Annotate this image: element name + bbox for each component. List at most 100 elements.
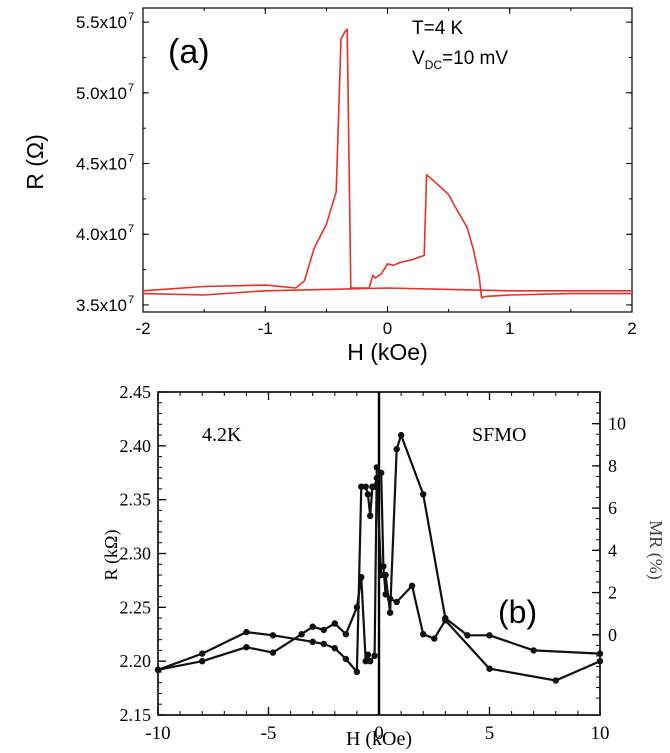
- x-tick-label-a: -2: [135, 319, 150, 338]
- y-tick-label-a: 3.5x10: [76, 296, 127, 315]
- panel-a: -2 -1 0 1 23.5x10 74.0x10 74.5x10 75.0x10 75.5x1…: [22, 7, 637, 365]
- y-tick-label-a: 4.0x10: [76, 225, 127, 244]
- data-point-b: [464, 632, 471, 639]
- data-point-b: [353, 604, 361, 611]
- series-line-a-0: [142, 28, 632, 299]
- voltage-symbol: V: [412, 48, 425, 69]
- y2-tick-label-b: 8: [608, 456, 617, 476]
- panel-label-a: (a): [168, 33, 210, 71]
- data-point-b: [358, 574, 365, 581]
- y-tick-label-b: 2.35: [120, 490, 152, 510]
- data-point-b: [386, 609, 394, 616]
- data-point-b: [486, 665, 493, 672]
- y-tick-label-b: 2.30: [120, 544, 152, 564]
- y-tick-mantissa: 4.5x10: [76, 155, 127, 174]
- y-tick-label-b: 2.40: [120, 436, 152, 456]
- y-tick-mantissa: 4.0x10: [76, 225, 127, 244]
- y-tick-label-b: 2.15: [120, 705, 152, 725]
- data-point-b: [380, 563, 387, 570]
- data-point-b: [298, 631, 305, 638]
- data-point-b: [373, 464, 380, 471]
- series-b: [154, 431, 604, 684]
- series-a: [142, 28, 632, 299]
- annotation-temperature-b: 4.2K: [202, 424, 242, 446]
- plot-frame-a: [142, 7, 633, 313]
- data-point-b: [364, 651, 372, 658]
- annotation-voltage-a: VDC=10 mV: [412, 48, 508, 72]
- series-line-b-1: [157, 466, 601, 682]
- data-point-b: [431, 635, 438, 642]
- data-point-b: [367, 512, 374, 519]
- y-tick-exponent: 7: [128, 11, 134, 23]
- data-point-b: [331, 645, 338, 652]
- data-point-b: [342, 631, 350, 638]
- x-tick-label-b: 10: [591, 723, 610, 744]
- data-point-b: [342, 655, 350, 663]
- panel-label-b: (b): [498, 594, 537, 630]
- data-point-b: [353, 668, 361, 676]
- y-axis-right-label-b: MR (%): [645, 520, 666, 580]
- y-tick-label-b: 2.25: [120, 597, 152, 617]
- data-point-b: [420, 491, 427, 498]
- y-tick-exponent: 7: [128, 153, 134, 165]
- data-point-b: [309, 623, 316, 630]
- data-point-b: [408, 582, 416, 589]
- ticks-a: [142, 8, 633, 312]
- data-point-b: [269, 649, 277, 656]
- y2-tick-label-b: 6: [608, 498, 617, 518]
- data-point-b: [269, 632, 277, 639]
- data-point-b: [442, 617, 449, 624]
- x-tick-label-b: 5: [485, 723, 495, 744]
- data-point-b: [530, 647, 537, 654]
- data-point-b: [154, 666, 162, 673]
- x-tick-label-b: -5: [261, 723, 277, 744]
- y-tick-label-b: 2.20: [120, 651, 152, 671]
- data-point-b: [596, 650, 604, 657]
- y-axis-label-a: R (Ω): [22, 134, 48, 190]
- data-point-b: [382, 591, 389, 598]
- panel-b: -10 -5 0 5 10 2.15 2.20 2.25 2.30 2.35 2.40 2.45 0 2 4…: [101, 382, 666, 750]
- y-tick-mantissa: 5.0x10: [76, 84, 127, 103]
- annotation-temperature-a: T=4 K: [412, 18, 464, 39]
- series-line-a-1: [142, 287, 632, 296]
- x-tick-label-a: -1: [258, 319, 273, 338]
- data-point-b: [362, 483, 369, 490]
- x-axis-label-b: H (kOe): [346, 728, 412, 750]
- data-point-b: [386, 595, 394, 602]
- x-tick-label-a: 1: [505, 319, 514, 338]
- data-point-b: [331, 620, 338, 627]
- data-point-b: [378, 571, 385, 579]
- x-tick-label-a: 0: [383, 319, 392, 338]
- data-point-b: [364, 491, 372, 498]
- data-point-b: [367, 658, 374, 665]
- data-point-b: [397, 431, 405, 439]
- y-tick-label-a: 5.0x10: [76, 84, 127, 103]
- y-tick-mantissa: 5.5x10: [76, 13, 127, 32]
- data-point-b: [320, 626, 327, 634]
- tick-labels-b: -10 -5 0 5 10 2.15 2.20 2.25 2.30 2.35 2.40 2.45 0 2 4…: [120, 382, 627, 744]
- data-point-b: [243, 628, 250, 636]
- data-point-b: [378, 469, 385, 476]
- y2-tick-label-b: 4: [608, 540, 617, 560]
- voltage-subscript: DC: [425, 58, 443, 72]
- y-tick-label-a: 5.5x10: [76, 13, 127, 32]
- data-point-b: [420, 631, 427, 638]
- data-point-b: [358, 483, 365, 490]
- x-axis-label-a: H (kOe): [347, 339, 428, 365]
- data-point-b: [199, 650, 206, 657]
- data-point-b: [199, 658, 206, 665]
- x-tick-label-a: 2: [627, 319, 636, 338]
- data-point-b: [371, 652, 378, 659]
- data-point-b: [596, 658, 604, 665]
- data-point-b: [552, 677, 559, 684]
- data-point-b: [243, 644, 250, 651]
- y2-tick-label-b: 10: [608, 414, 626, 434]
- y2-tick-label-b: 2: [608, 583, 617, 603]
- data-point-b: [362, 658, 369, 665]
- y2-tick-label-b: 0: [608, 625, 617, 645]
- tick-labels-a: -2 -1 0 1 23.5x10 74.0x10 74.5x10 75.0x10 75.5x1…: [76, 11, 637, 338]
- y-axis-label-b: R (kΩ): [101, 530, 122, 581]
- data-point-b: [309, 638, 316, 645]
- y-tick-exponent: 7: [128, 82, 134, 94]
